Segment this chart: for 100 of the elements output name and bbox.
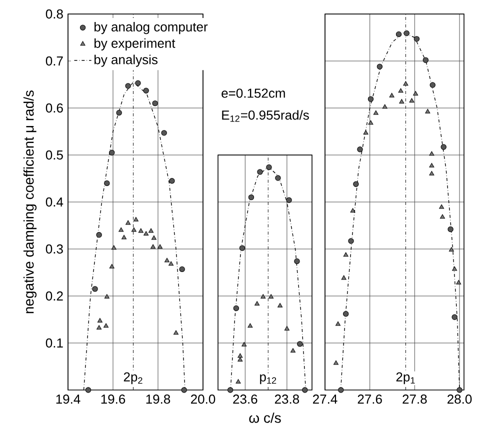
point [414,36,420,42]
point [286,197,292,203]
point [341,275,346,280]
x-tick-label: 19.8 [146,394,170,404]
point [104,294,110,298]
x-tick-label: 19.6 [101,394,126,404]
point [275,175,281,181]
x-tick-label: 27.6 [358,394,382,404]
point [143,88,149,94]
point [429,162,434,168]
point [440,214,445,219]
annotation: 2p$_{2}$ [124,372,142,384]
y-tick-label: 0.6 [46,103,63,113]
point [278,303,283,308]
point [122,234,127,240]
point [452,314,458,320]
point [343,311,349,317]
point [456,387,462,393]
point [440,144,446,150]
point [96,325,102,330]
point [448,226,454,232]
point [174,330,178,335]
point [425,108,430,114]
point [104,180,110,186]
x-axis-title: ω c/s [249,412,281,423]
point [92,286,98,292]
y-tick-label: 0.7 [46,56,63,66]
point [404,30,410,36]
point [164,258,170,262]
point [284,326,290,330]
point [396,31,402,38]
point [260,294,266,298]
y-tick-label: 0.4 [46,197,64,207]
point [239,245,246,251]
point [343,252,348,257]
point [413,91,418,96]
x-tick-label: 23.8 [274,394,300,404]
point [109,150,115,156]
y-axis-title: negative damping coefficient μ rad/s [23,90,37,314]
y-tick-label: 0.8 [46,9,63,19]
point [151,235,156,240]
point [302,387,308,393]
point [242,342,247,346]
point [389,92,394,98]
point [152,100,158,106]
point [333,360,338,365]
point [131,227,136,232]
point [373,110,378,115]
x-tick-label: 20.0 [191,394,216,404]
point [238,357,243,362]
point [85,387,92,393]
y-tick-label: 0.1 [46,338,63,348]
point [238,353,243,358]
point [169,178,175,184]
point [96,232,102,238]
point [297,341,303,347]
point [257,169,263,175]
point [161,130,167,136]
x-tick-label: 19.4 [56,394,80,404]
y-tick-label: 0.5 [46,150,63,160]
point [116,110,122,116]
point [254,301,260,306]
point [233,305,240,312]
text: e=0.152cm [222,88,285,98]
point [118,227,124,232]
point [430,82,436,88]
point [422,57,429,63]
point [97,318,102,322]
text: E$_{12}$=0.955rad/s [222,110,309,122]
point [348,238,354,244]
point [294,258,300,264]
point [227,387,234,393]
point [104,323,109,328]
point [168,261,174,266]
point [126,220,131,225]
point [111,245,116,250]
point [125,83,131,89]
point [350,208,356,212]
point [363,130,368,134]
point [248,323,253,328]
point [456,280,462,284]
x-tick-label: 23.6 [233,394,258,404]
point [290,348,296,353]
point [148,228,154,233]
point [376,64,383,70]
y-tick-label: 0.3 [46,244,63,254]
y-tick-label: 0.2 [46,291,63,301]
point [398,88,404,93]
x-tick-label: 27.8 [402,394,427,404]
point [368,120,374,125]
point [248,194,254,200]
point [448,247,454,252]
x-tick-label: 28.0 [448,394,472,404]
annotation: 2p$_{1}$ [396,372,415,384]
point [452,266,458,271]
point [403,81,408,86]
point [409,98,414,103]
point [135,80,141,86]
point [158,244,163,249]
legend-label: by analog computer [94,22,208,34]
